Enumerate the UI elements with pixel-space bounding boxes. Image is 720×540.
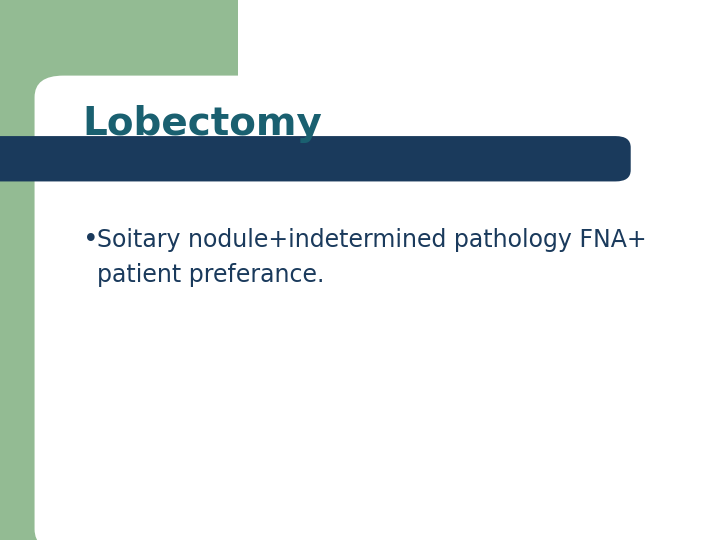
Bar: [0, 0, 238, 140]
Text: Soitary nodule+indetermined pathology FNA+: Soitary nodule+indetermined pathology FN…: [97, 228, 647, 252]
FancyBboxPatch shape: [35, 76, 720, 540]
Text: Lobectomy: Lobectomy: [83, 105, 323, 143]
Bar: [0, 0, 63, 540]
FancyBboxPatch shape: [0, 136, 631, 181]
Text: patient preferance.: patient preferance.: [97, 264, 325, 287]
Text: •: •: [83, 227, 99, 253]
